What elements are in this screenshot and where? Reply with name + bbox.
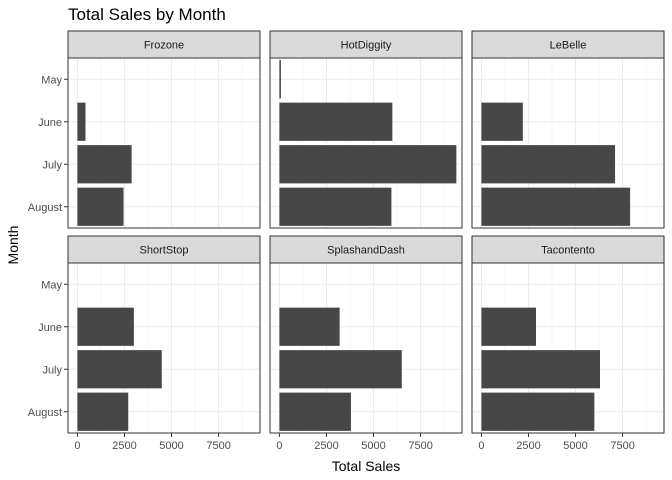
panel-border: [67, 262, 261, 434]
x-tick-label: 7500: [610, 440, 634, 452]
bar: [481, 187, 631, 226]
x-tick-label: 0: [478, 440, 484, 452]
y-tick-label: July: [42, 364, 62, 376]
bar: [279, 307, 340, 346]
x-tick-label: 0: [276, 440, 282, 452]
facet-strip-label: Frozone: [144, 40, 184, 52]
x-tick-label: 7500: [408, 440, 432, 452]
bar: [481, 145, 616, 184]
x-tick-label: 0: [74, 440, 80, 452]
panel-border: [67, 57, 261, 229]
facet-strip-label: Tacontento: [541, 245, 595, 257]
x-tick-label: 7500: [206, 440, 230, 452]
facet-strip: [471, 30, 665, 59]
bar: [77, 392, 129, 431]
bar: [279, 350, 402, 389]
x-tick-label: 5000: [159, 440, 183, 452]
bar: [279, 60, 281, 99]
y-tick-label: August: [28, 202, 62, 214]
facet-strip: [67, 30, 261, 59]
bar: [279, 187, 392, 226]
x-tick-label: 2500: [516, 440, 540, 452]
facet-strip-label: SplashandDash: [327, 245, 405, 257]
panel-border: [269, 262, 463, 434]
bar: [279, 102, 393, 141]
x-tick-label: 2500: [112, 440, 136, 452]
facet-panel: LeBelle: [471, 30, 665, 229]
y-tick-label: June: [38, 117, 62, 129]
chart-title: Total Sales by Month: [68, 5, 226, 24]
facet-strip-label: LeBelle: [550, 40, 587, 52]
x-axis-title: Total Sales: [332, 458, 400, 474]
facet-panels: Frozone May June July August HotDiggity LeBell…: [28, 30, 665, 452]
facet-panel: Tacontento 0 2500 5000 7500: [471, 235, 665, 452]
y-tick-label: May: [41, 279, 62, 291]
panel-border: [471, 262, 665, 434]
bar: [279, 145, 457, 184]
bar: [77, 187, 124, 226]
bar: [279, 392, 351, 431]
y-tick-label: July: [42, 159, 62, 171]
bar: [77, 145, 132, 184]
bar: [77, 102, 86, 141]
bar: [481, 102, 523, 141]
bar: [77, 307, 134, 346]
facet-panel: ShortStop May June July August 0 2500 5000 7500: [28, 235, 261, 452]
bar: [481, 350, 600, 389]
y-tick-label: May: [41, 74, 62, 86]
y-tick-label: August: [28, 407, 62, 419]
x-tick-label: 5000: [361, 440, 385, 452]
bar: [481, 392, 595, 431]
facet-strip-label: ShortStop: [140, 245, 189, 257]
panel-border: [269, 57, 463, 229]
facet-strip-label: HotDiggity: [341, 40, 392, 52]
facet-panel: SplashandDash 0 2500 5000 7500: [269, 235, 463, 452]
facet-panel: Frozone May June July August: [28, 30, 261, 229]
facet-panel: HotDiggity: [269, 30, 463, 229]
y-axis-title: Month: [5, 226, 21, 265]
x-tick-label: 5000: [563, 440, 587, 452]
y-tick-label: June: [38, 322, 62, 334]
facet-strip: [269, 235, 463, 264]
panel-border: [471, 57, 665, 229]
bar: [77, 350, 162, 389]
x-tick-label: 2500: [314, 440, 338, 452]
bar: [481, 307, 536, 346]
